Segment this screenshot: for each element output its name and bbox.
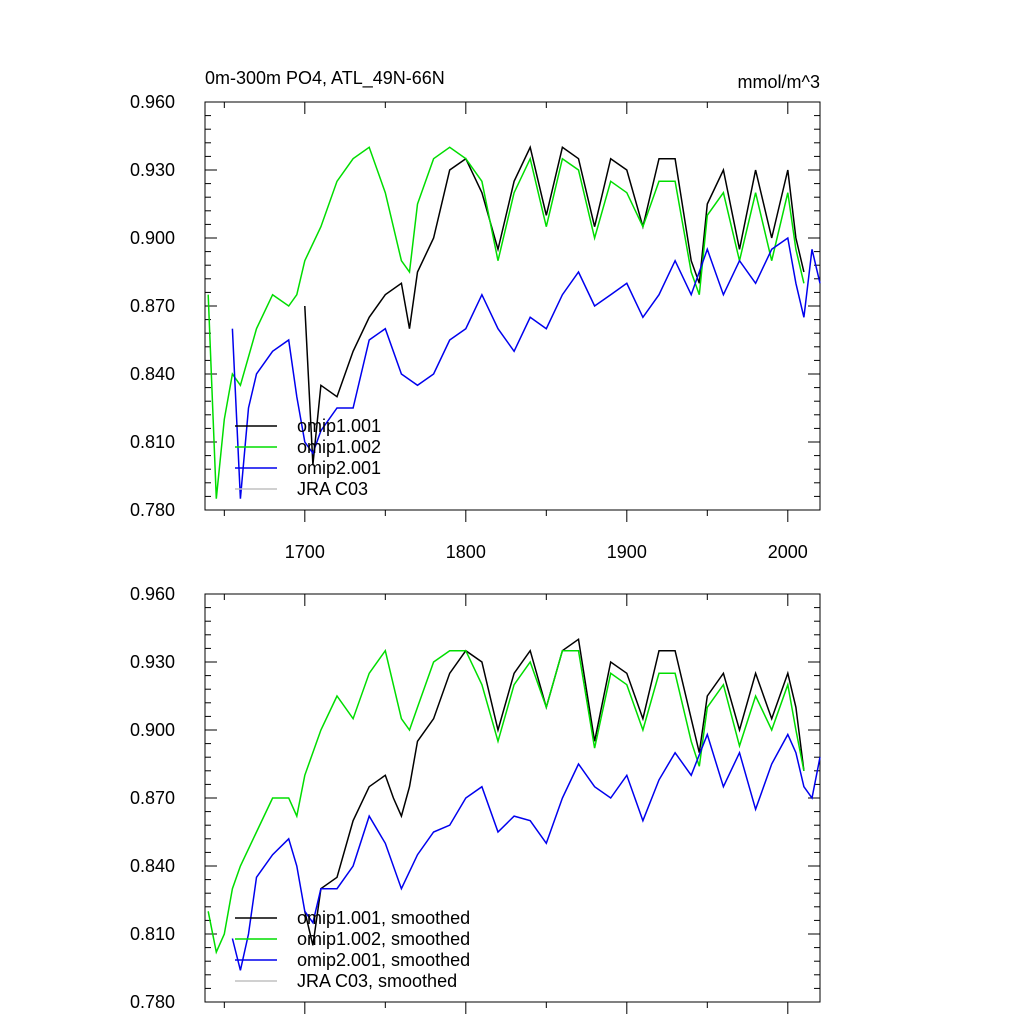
x-tick-label: 1900 [607, 542, 647, 562]
panel-bottom: 0.780 0.810 0.840 0.870 0.900 0.930 0.960 omip1… [130, 584, 821, 1014]
units-label: mmol/m^3 [737, 72, 820, 92]
y-tick-label: 0.900 [130, 228, 175, 248]
series-line-omip2-001-smoothed [231, 732, 821, 971]
series-line-omip1-002-smoothed [207, 648, 805, 955]
panel-top: 0.780 0.810 0.840 0.870 0.900 0.930 0.960 1700 1… [130, 92, 821, 562]
legend-label: omip1.002, smoothed [297, 929, 470, 949]
y-tick-label: 0.840 [130, 856, 175, 876]
chart-title: 0m-300m PO4, ATL_49N-66N [205, 68, 445, 88]
y-tick-label: 0.960 [130, 92, 175, 112]
y-tick-label: 0.960 [130, 584, 175, 604]
y-tick-label: 0.930 [130, 652, 175, 672]
y-tick-label: 0.870 [130, 296, 175, 316]
legend-label: omip2.001, smoothed [297, 950, 470, 970]
series-line-omip2-001 [231, 236, 821, 499]
x-tick-label: 1700 [285, 542, 325, 562]
legend-label: omip1.001 [297, 416, 381, 436]
x-tick-label: 1800 [446, 542, 486, 562]
y-tick-label: 0.900 [130, 720, 175, 740]
y-tick-label: 0.930 [130, 160, 175, 180]
y-tick-label: 0.840 [130, 364, 175, 384]
legend-label: JRA C03 [297, 479, 368, 499]
legend-label: omip1.002 [297, 437, 381, 457]
series-line-omip1-002 [207, 146, 805, 499]
legend-label: omip1.001, smoothed [297, 908, 470, 928]
y-tick-label: 0.810 [130, 924, 175, 944]
legend-label: omip2.001 [297, 458, 381, 478]
series-line-omip1-001 [304, 145, 805, 465]
x-tick-label: 2000 [768, 542, 808, 562]
legend-label: JRA C03, smoothed [297, 971, 457, 991]
y-tick-label: 0.780 [130, 500, 175, 520]
y-tick-label: 0.870 [130, 788, 175, 808]
series-line-omip1-001-smoothed [304, 637, 805, 946]
y-tick-label: 0.810 [130, 432, 175, 452]
y-tick-label: 0.780 [130, 992, 175, 1012]
